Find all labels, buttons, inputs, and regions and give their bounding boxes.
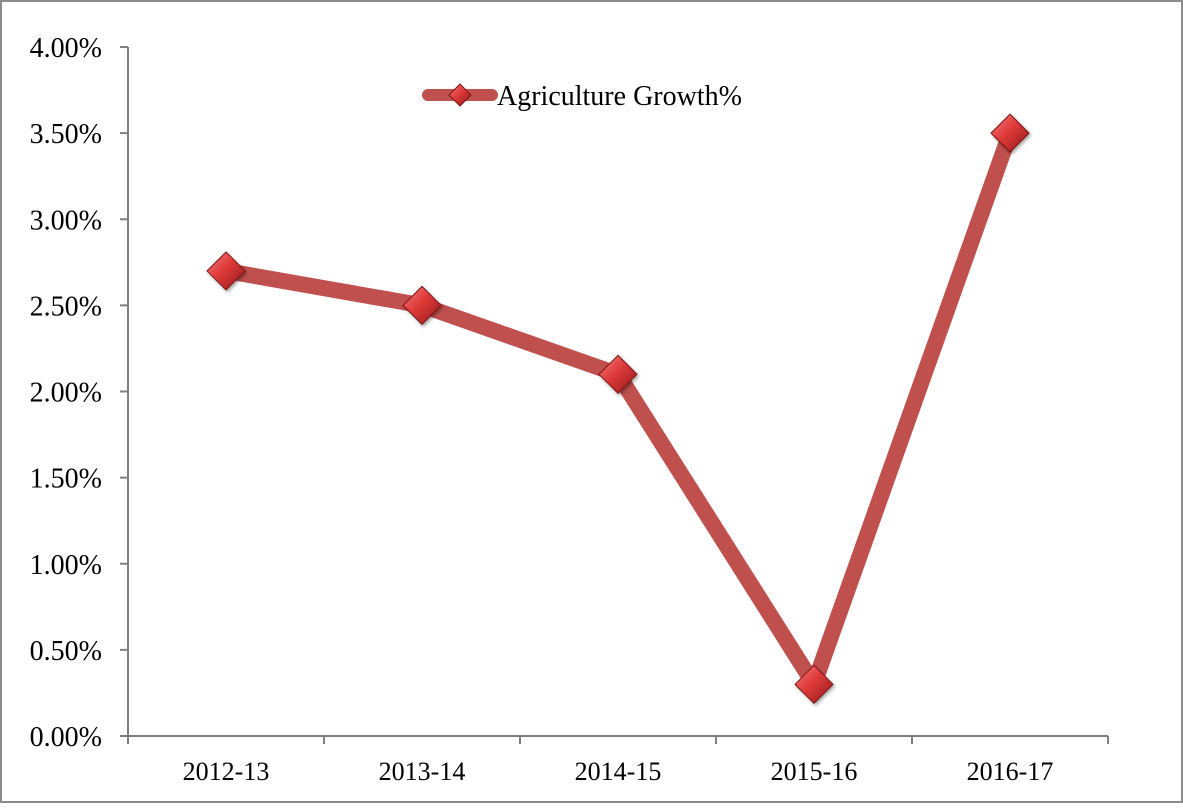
legend: Agriculture Growth%	[422, 81, 742, 112]
series-layer	[206, 113, 1030, 705]
x-axis: 2012-13 2013-14 2014-15 2015-16 2016-17	[127, 735, 1109, 786]
x-tick-label: 2014-15	[575, 757, 662, 786]
y-tick-label: 1.00%	[30, 550, 102, 581]
y-tick-label: 0.50%	[30, 636, 102, 667]
y-tick-label: 0.00%	[30, 722, 102, 753]
data-point	[598, 354, 638, 394]
y-tick-label: 3.00%	[30, 205, 102, 236]
data-point	[206, 251, 246, 291]
y-axis: 0.00% 0.50% 1.00% 1.50% 2.00% 2.50% 3.00% 3.50%…	[30, 33, 129, 753]
x-tick-label: 2015-16	[771, 757, 858, 786]
legend-diamond-icon	[448, 83, 472, 107]
data-point	[990, 113, 1030, 153]
legend-label: Agriculture Growth%	[497, 81, 742, 112]
x-tick-label: 2012-13	[183, 757, 270, 786]
y-tick-label: 1.50%	[30, 464, 102, 495]
y-tick-label: 3.50%	[30, 119, 102, 150]
y-tick-label: 2.00%	[30, 378, 102, 409]
data-point	[794, 664, 834, 705]
data-point	[402, 285, 442, 326]
y-tick-label: 2.50%	[30, 291, 102, 322]
x-tick-label: 2016-17	[967, 757, 1054, 786]
x-tick-label: 2013-14	[379, 757, 466, 786]
y-tick-label: 4.00%	[30, 33, 102, 64]
